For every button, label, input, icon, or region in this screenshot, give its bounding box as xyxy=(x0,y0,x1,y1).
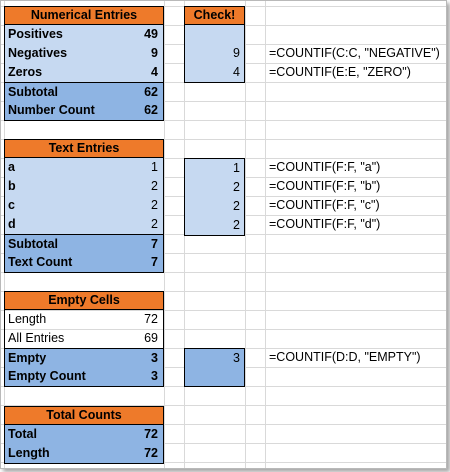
row-label: Empty Count xyxy=(8,369,86,383)
table-row[interactable]: Length 72 xyxy=(5,310,163,329)
count-row[interactable]: Number Count 62 xyxy=(5,101,163,120)
table-row[interactable]: Total 72 xyxy=(5,425,163,444)
count-row[interactable]: Empty Count 3 xyxy=(5,367,163,386)
table-row[interactable]: c 2 xyxy=(5,196,163,215)
check-cell[interactable]: 2 xyxy=(233,218,240,232)
formula-zero[interactable]: =COUNTIF(E:E, "ZERO") xyxy=(269,65,411,79)
row-value: 69 xyxy=(144,331,158,345)
row-label: Text Count xyxy=(8,255,73,269)
check-header[interactable]: Check! xyxy=(184,6,245,25)
row-value: 72 xyxy=(144,312,158,326)
grid-row-line xyxy=(1,329,446,330)
grid-row-line xyxy=(1,424,446,425)
check-cell[interactable]: 3 xyxy=(233,351,240,365)
text-entries-header[interactable]: Text Entries xyxy=(4,139,164,158)
table-row[interactable]: d 2 xyxy=(5,215,163,234)
row-value: 7 xyxy=(151,237,158,251)
check-numerical-cells: 9 4 xyxy=(184,25,245,83)
grid-column-line xyxy=(446,1,447,468)
row-value: 7 xyxy=(151,255,158,269)
table-row[interactable]: Negatives 9 xyxy=(5,44,163,63)
row-label: Number Count xyxy=(8,103,95,117)
row-label: All Entries xyxy=(8,331,65,345)
check-cell[interactable]: 1 xyxy=(233,161,240,175)
total-counts-header[interactable]: Total Counts xyxy=(4,406,164,425)
grid-row-line xyxy=(1,405,446,406)
numerical-entries-table: Positives 49 Negatives 9 Zeros 4 Subtota… xyxy=(4,25,164,121)
text-entries-table: a 1 b 2 c 2 d 2 Subtotal 7 Text Count 7 xyxy=(4,158,164,273)
row-value: 72 xyxy=(144,446,158,460)
table-row[interactable]: b 2 xyxy=(5,177,163,196)
row-value: 72 xyxy=(144,427,158,441)
table-row[interactable]: All Entries 69 xyxy=(5,329,163,348)
grid-row-line xyxy=(1,272,446,273)
empty-cells-header[interactable]: Empty Cells xyxy=(4,291,164,310)
row-label: Empty xyxy=(8,351,47,365)
total-counts-table: Total 72 Length 72 xyxy=(4,425,164,464)
count-row[interactable]: Text Count 7 xyxy=(5,253,163,272)
row-label: Positives xyxy=(8,27,63,41)
formula-count-b[interactable]: =COUNTIF(F:F, "b") xyxy=(269,179,381,193)
numerical-entries-header[interactable]: Numerical Entries xyxy=(4,6,164,25)
row-label: Subtotal xyxy=(8,85,58,99)
row-label: Zeros xyxy=(8,65,43,79)
row-label: a xyxy=(8,160,15,174)
row-value: 1 xyxy=(151,160,158,174)
row-label: Length xyxy=(8,446,50,460)
formula-negative[interactable]: =COUNTIF(C:C, "NEGATIVE") xyxy=(269,46,440,60)
grid-row-line xyxy=(1,253,446,254)
row-value: 3 xyxy=(151,369,158,383)
check-empty-cells: 3 xyxy=(184,348,245,387)
empty-cells-table: Length 72 All Entries 69 Empty 3 Empty C… xyxy=(4,310,164,387)
check-cell[interactable]: 9 xyxy=(233,46,240,60)
check-cell[interactable]: 4 xyxy=(233,65,240,79)
grid-row-line xyxy=(1,120,446,121)
row-label: Negatives xyxy=(8,46,68,60)
subtotal-row[interactable]: Subtotal 7 xyxy=(5,234,163,253)
grid-row-line xyxy=(1,291,446,292)
table-row[interactable]: a 1 xyxy=(5,158,163,177)
row-value: 9 xyxy=(151,46,158,60)
formula-count-c[interactable]: =COUNTIF(F:F, "c") xyxy=(269,198,380,212)
row-value: 62 xyxy=(144,85,158,99)
check-cell[interactable]: 2 xyxy=(233,199,240,213)
row-value: 3 xyxy=(151,351,158,365)
grid-row-line xyxy=(1,443,446,444)
grid-column-line xyxy=(164,1,165,468)
row-value: 2 xyxy=(151,217,158,231)
row-label: Length xyxy=(8,312,47,326)
row-value: 2 xyxy=(151,198,158,212)
grid-row-line xyxy=(1,310,446,311)
formula-count-d[interactable]: =COUNTIF(F:F, "d") xyxy=(269,217,381,231)
check-text-cells: 1 2 2 2 xyxy=(184,158,245,236)
grid-row-line xyxy=(1,101,446,102)
check-cell[interactable] xyxy=(185,25,244,44)
subtotal-row[interactable]: Subtotal 62 xyxy=(5,82,163,101)
table-row[interactable]: Length 72 xyxy=(5,444,163,463)
formula-empty[interactable]: =COUNTIF(D:D, "EMPTY") xyxy=(269,350,421,364)
row-value: 49 xyxy=(144,27,158,41)
grid-row-line xyxy=(1,462,446,463)
formula-count-a[interactable]: =COUNTIF(F:F, "a") xyxy=(269,160,381,174)
row-value: 2 xyxy=(151,179,158,193)
row-label: b xyxy=(8,179,16,193)
check-cell[interactable]: 2 xyxy=(233,180,240,194)
row-label: c xyxy=(8,198,15,212)
table-row[interactable]: Positives 49 xyxy=(5,25,163,44)
row-label: Total xyxy=(8,427,37,441)
empty-row[interactable]: Empty 3 xyxy=(5,348,163,367)
row-label: d xyxy=(8,217,16,231)
row-label: Subtotal xyxy=(8,237,58,251)
table-row[interactable]: Zeros 4 xyxy=(5,63,163,82)
grid-column-line xyxy=(265,1,266,468)
grid-row-line xyxy=(1,139,446,140)
grid-column-line xyxy=(245,1,246,468)
row-value: 62 xyxy=(144,103,158,117)
row-value: 4 xyxy=(151,65,158,79)
